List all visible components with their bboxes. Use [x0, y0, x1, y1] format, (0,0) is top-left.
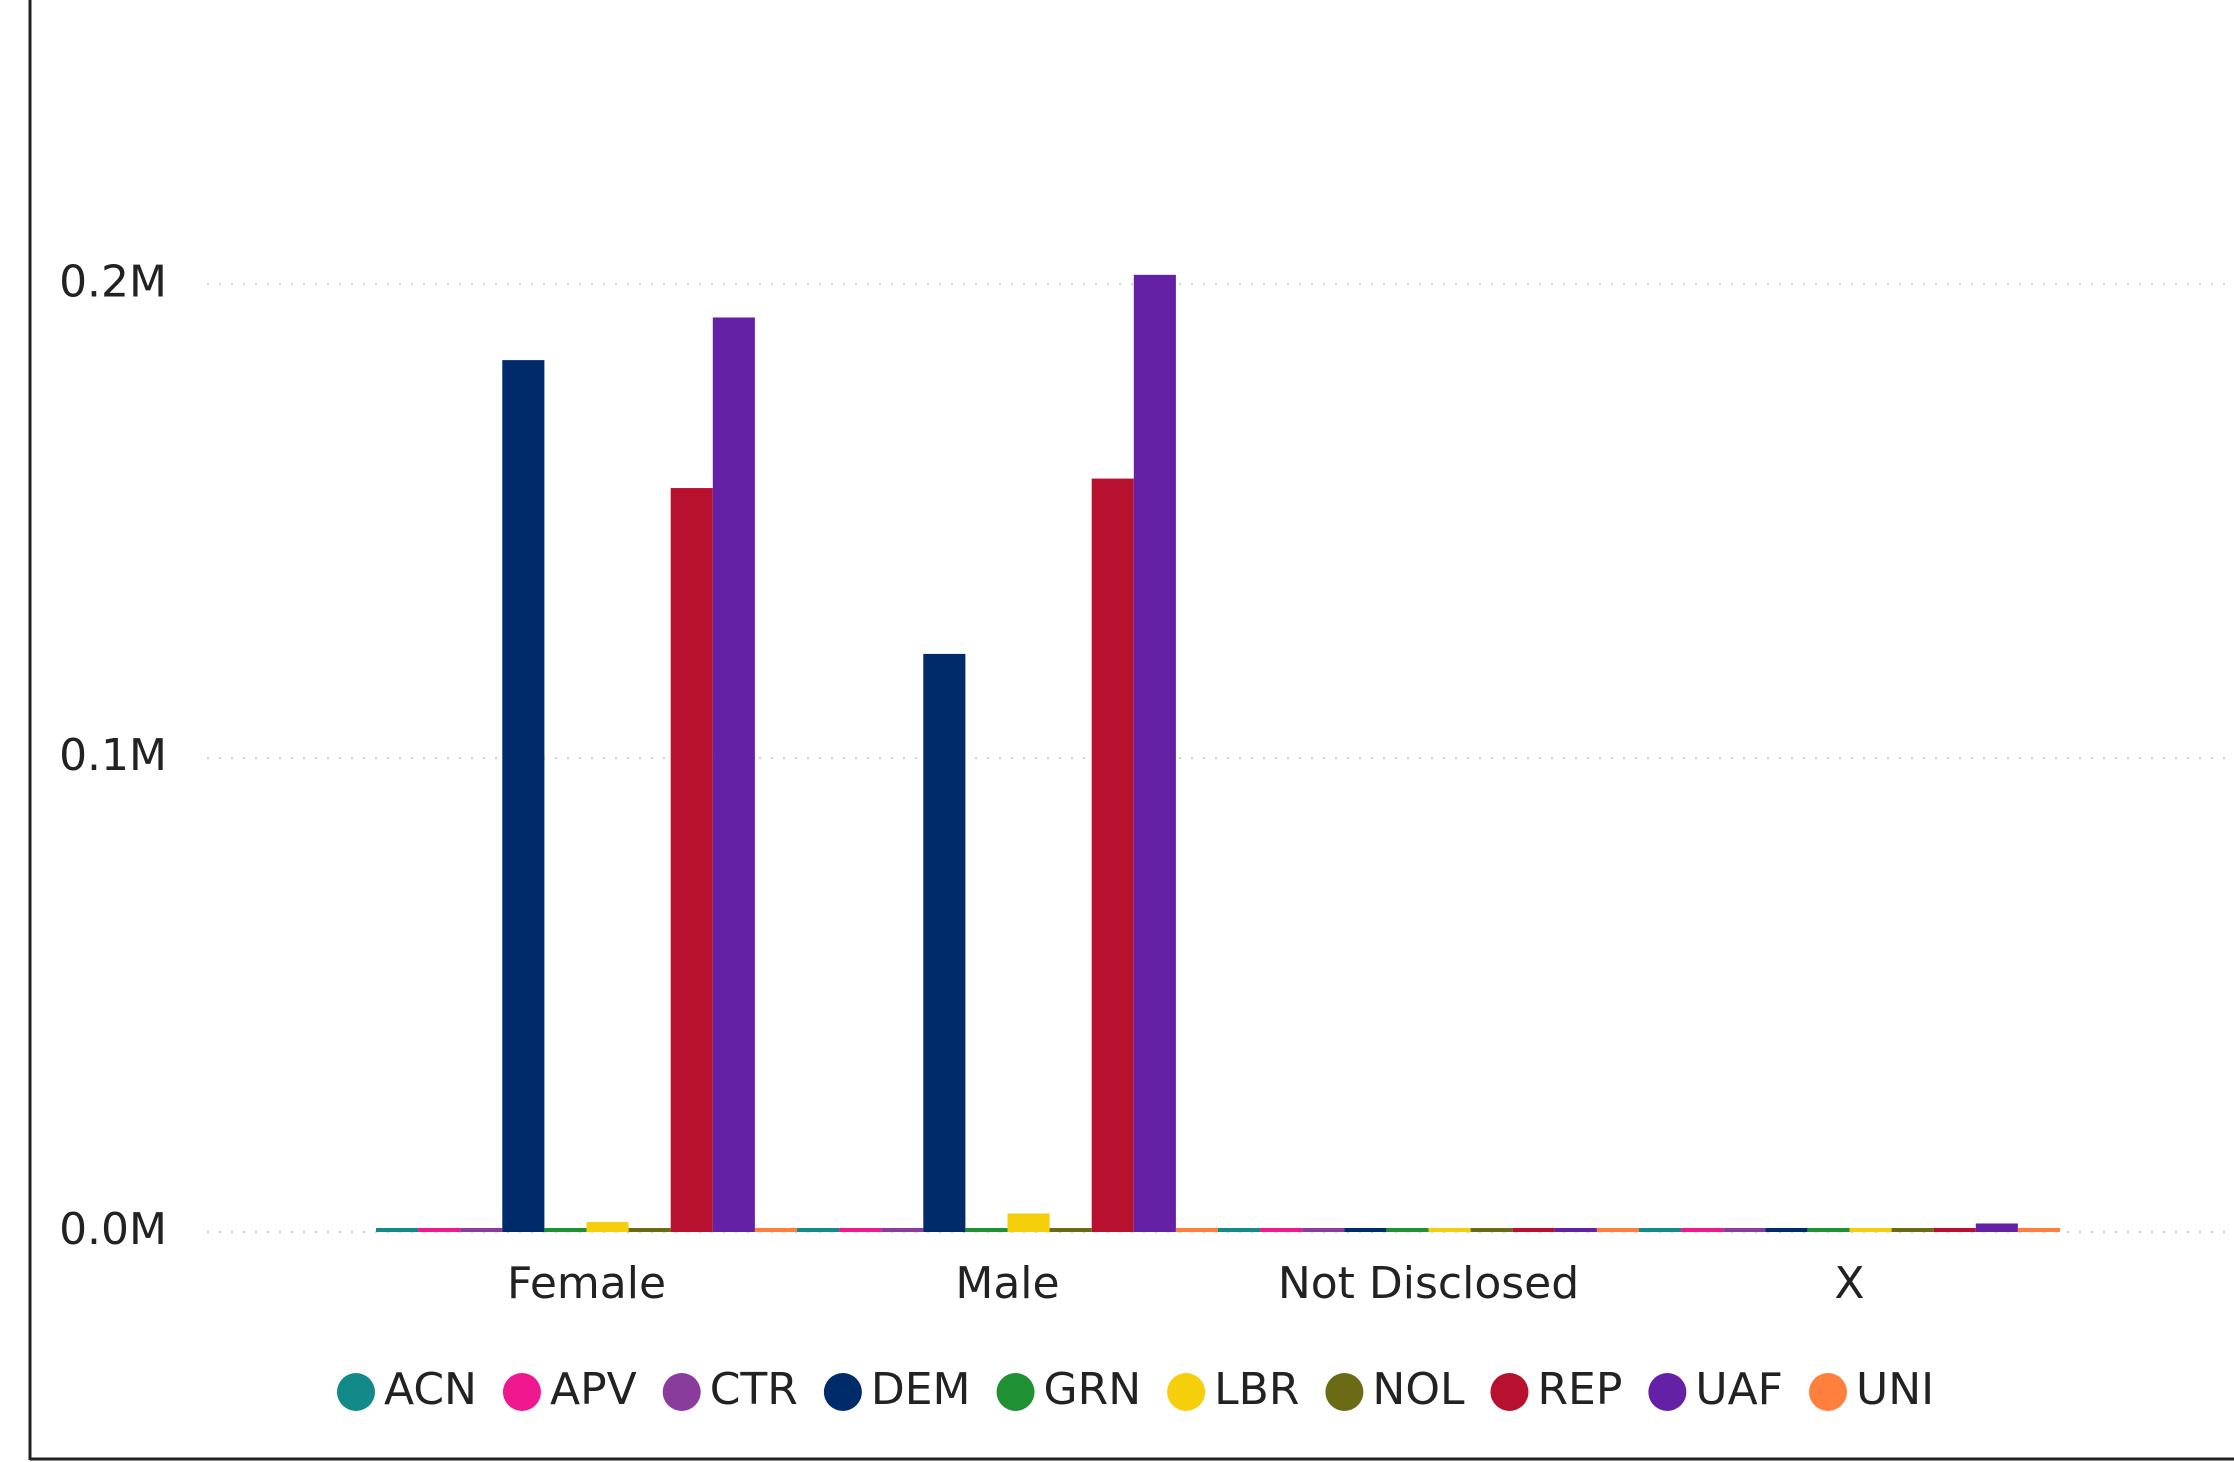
legend-label: LBR: [1214, 1364, 1299, 1415]
bar: [1554, 1228, 1597, 1232]
bar: [1386, 1228, 1429, 1232]
bar: [881, 1228, 924, 1232]
legend-marker: [823, 1373, 862, 1411]
legend-marker: [662, 1373, 701, 1411]
bar: [1596, 1228, 1639, 1232]
bar: [586, 1222, 629, 1232]
legend-marker: [1490, 1373, 1529, 1411]
bar: [1344, 1228, 1387, 1232]
legend-marker: [502, 1373, 541, 1411]
bar: [1218, 1228, 1261, 1232]
bar: [502, 360, 545, 1233]
bar: [923, 653, 966, 1232]
legend-label: NOL: [1372, 1364, 1465, 1415]
x-tick-label: X: [1834, 1258, 1864, 1309]
bar: [1723, 1228, 1766, 1232]
bar: [376, 1228, 419, 1232]
bar: [1849, 1228, 1892, 1232]
bar: [1049, 1228, 1092, 1232]
bar: [1428, 1228, 1471, 1232]
legend-label: GRN: [1044, 1364, 1142, 1415]
bar: [628, 1228, 671, 1232]
bar: [839, 1228, 882, 1232]
bar: [754, 1228, 797, 1232]
legend-label: UNI: [1856, 1364, 1934, 1415]
legend-marker: [1167, 1373, 1206, 1411]
bar: [1091, 478, 1134, 1233]
x-tick-label: Female: [507, 1258, 666, 1309]
bar: [1512, 1228, 1555, 1232]
bar: [460, 1228, 503, 1232]
bar: [1807, 1228, 1850, 1232]
legend-label: UAF: [1695, 1364, 1783, 1415]
y-tick-label: 0.2M: [59, 256, 167, 307]
legend-label: APV: [550, 1364, 637, 1415]
bar: [544, 1228, 587, 1232]
legend-marker: [996, 1373, 1035, 1411]
bar: [1302, 1228, 1345, 1232]
legend-marker: [1809, 1373, 1847, 1411]
bar: [1765, 1228, 1808, 1232]
bar: [1975, 1223, 2018, 1232]
x-tick-label: Male: [955, 1258, 1059, 1309]
bar: [1470, 1228, 1513, 1232]
bar: [418, 1228, 461, 1232]
legend-marker: [1648, 1373, 1687, 1411]
legend-label: REP: [1537, 1364, 1622, 1415]
bar: [1260, 1228, 1303, 1232]
x-tick-label: Not Disclosed: [1278, 1258, 1579, 1309]
bar: [670, 488, 713, 1232]
legend-marker: [1325, 1373, 1364, 1411]
bar: [1175, 1228, 1218, 1232]
y-tick-label: 0.0M: [59, 1204, 167, 1255]
bar: [965, 1228, 1008, 1232]
bar: [1639, 1228, 1682, 1232]
bar: [1007, 1213, 1050, 1232]
bar: [797, 1228, 840, 1232]
legend-label: ACN: [384, 1364, 477, 1415]
legend-label: DEM: [871, 1364, 971, 1415]
bar: [1933, 1228, 1976, 1232]
bar: [1681, 1228, 1724, 1232]
bar: [1891, 1228, 1934, 1232]
bar: [712, 317, 755, 1232]
legend-label: CTR: [710, 1364, 798, 1415]
bar: [1133, 274, 1176, 1232]
bar: [2017, 1228, 2060, 1232]
legend-marker: [337, 1373, 375, 1411]
y-tick-label: 0.1M: [59, 730, 167, 781]
